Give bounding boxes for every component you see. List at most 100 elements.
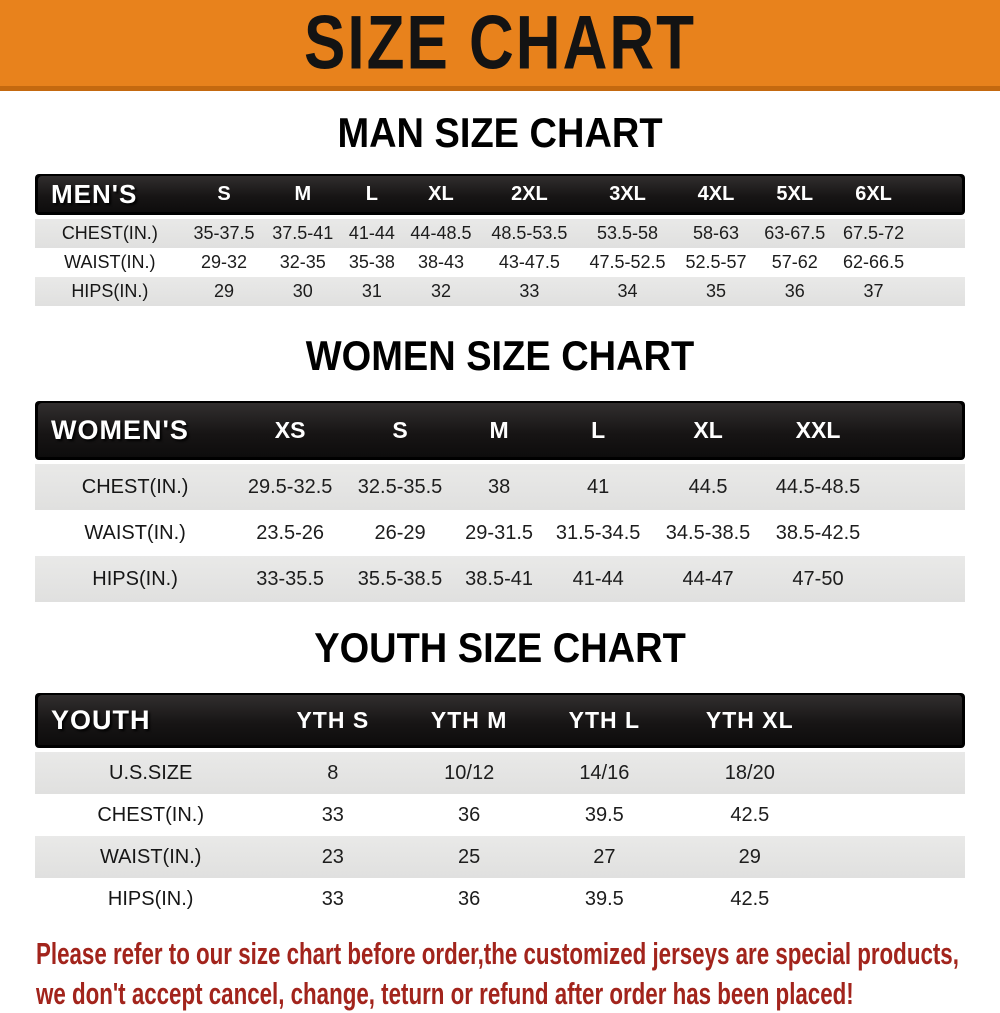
measure-value: 34.5-38.5 [653, 510, 764, 556]
men-waist-row: WAIST(IN.) 29-32 32-35 35-38 38-43 43-47… [35, 248, 965, 277]
youth-chest-row: CHEST(IN.) 33 36 39.5 42.5 [35, 794, 965, 836]
measure-value: 47.5-52.5 [578, 248, 677, 277]
measure-value: 57-62 [755, 248, 835, 277]
measure-value: 26-29 [345, 510, 455, 556]
measure-value: 31 [342, 277, 402, 306]
men-header-row: MEN'S S M L XL 2XL 3XL 4XL 5XL 6XL [35, 174, 965, 215]
youth-size-header-s: YTH S [266, 693, 400, 748]
row-filler [873, 460, 965, 510]
measure-value: 62-66.5 [834, 248, 913, 277]
measure-value: 23.5-26 [235, 510, 346, 556]
row-filler [873, 510, 965, 556]
men-size-header-xl: XL [401, 174, 481, 215]
measure-value: 32.5-35.5 [345, 460, 455, 510]
measure-value: 35.5-38.5 [345, 556, 455, 602]
women-size-header-s: S [345, 401, 455, 460]
measure-value: 18/20 [669, 748, 830, 794]
youth-section-heading: YOUTH SIZE CHART [314, 625, 686, 673]
measure-value: 38-43 [401, 248, 481, 277]
women-size-header-xl: XL [653, 401, 764, 460]
row-filler [873, 556, 965, 602]
measure-value: 35-37.5 [184, 215, 264, 248]
youth-size-table-wrap: YOUTH YTH S YTH M YTH L YTH XL U.S.SIZE … [0, 693, 1000, 920]
measure-value: 39.5 [539, 794, 670, 836]
banner-title: SIZE CHART [304, 0, 696, 86]
measure-label: CHEST(IN.) [35, 215, 185, 248]
measure-value: 38.5-42.5 [763, 510, 873, 556]
men-size-header-4xl: 4XL [676, 174, 756, 215]
women-size-table-wrap: WOMEN'S XS S M L XL XXL CHEST(IN.) 29.5-… [0, 401, 1000, 602]
measure-label: WAIST(IN.) [35, 248, 185, 277]
youth-size-header-l: YTH L [539, 693, 670, 748]
women-waist-row: WAIST(IN.) 23.5-26 26-29 29-31.5 31.5-34… [35, 510, 965, 556]
men-size-header-6xl: 6XL [834, 174, 913, 215]
measure-value: 8 [266, 748, 400, 794]
youth-hips-row: HIPS(IN.) 33 36 39.5 42.5 [35, 878, 965, 920]
measure-value: 44-48.5 [401, 215, 481, 248]
measure-value: 47-50 [763, 556, 873, 602]
measure-value: 36 [755, 277, 835, 306]
women-size-header-xs: XS [235, 401, 346, 460]
measure-value: 42.5 [669, 794, 830, 836]
disclaimer-line-2: we don't accept cancel, change, teturn o… [36, 975, 854, 1011]
women-chest-row: CHEST(IN.) 29.5-32.5 32.5-35.5 38 41 44.… [35, 460, 965, 510]
measure-value: 43-47.5 [480, 248, 579, 277]
women-size-header-m: M [454, 401, 544, 460]
men-size-header-m: M [263, 174, 343, 215]
measure-value: 38 [454, 460, 544, 510]
youth-size-header-m: YTH M [399, 693, 540, 748]
measure-value: 44.5 [653, 460, 764, 510]
measure-value: 67.5-72 [834, 215, 913, 248]
measure-value: 53.5-58 [578, 215, 677, 248]
measure-value: 36 [399, 878, 540, 920]
men-section-heading: MAN SIZE CHART [337, 110, 663, 158]
women-section-heading: WOMEN SIZE CHART [305, 333, 695, 381]
youth-ussize-row: U.S.SIZE 8 10/12 14/16 18/20 [35, 748, 965, 794]
measure-value: 52.5-57 [676, 248, 756, 277]
youth-size-table: YOUTH YTH S YTH M YTH L YTH XL U.S.SIZE … [35, 693, 965, 920]
measure-label: HIPS(IN.) [35, 556, 236, 602]
measure-value: 29-32 [184, 248, 264, 277]
measure-value: 29-31.5 [454, 510, 544, 556]
women-size-header-xxl: XXL [763, 401, 873, 460]
measure-value: 35 [676, 277, 756, 306]
measure-value: 37 [834, 277, 913, 306]
size-chart-banner: SIZE CHART [0, 0, 1000, 91]
row-filler [913, 277, 965, 306]
men-size-header-s: S [184, 174, 264, 215]
measure-label: CHEST(IN.) [35, 794, 267, 836]
measure-value: 25 [399, 836, 540, 878]
measure-label: WAIST(IN.) [35, 510, 236, 556]
measure-label: HIPS(IN.) [35, 277, 185, 306]
measure-value: 27 [539, 836, 670, 878]
measure-label: CHEST(IN.) [35, 460, 236, 510]
measure-value: 29.5-32.5 [235, 460, 346, 510]
men-size-header-5xl: 5XL [755, 174, 835, 215]
men-chest-row: CHEST(IN.) 35-37.5 37.5-41 41-44 44-48.5… [35, 215, 965, 248]
measure-value: 42.5 [669, 878, 830, 920]
row-filler [830, 794, 965, 836]
measure-value: 63-67.5 [755, 215, 835, 248]
measure-label: WAIST(IN.) [35, 836, 267, 878]
men-size-table-wrap: MEN'S S M L XL 2XL 3XL 4XL 5XL 6XL CHEST… [0, 174, 1000, 306]
measure-value: 14/16 [539, 748, 670, 794]
measure-value: 35-38 [342, 248, 402, 277]
measure-value: 29 [669, 836, 830, 878]
measure-value: 41-44 [342, 215, 402, 248]
row-filler [830, 878, 965, 920]
women-size-header-l: L [543, 401, 654, 460]
row-filler [830, 836, 965, 878]
measure-value: 33 [266, 878, 400, 920]
measure-value: 31.5-34.5 [543, 510, 654, 556]
men-group-label: MEN'S [35, 174, 185, 215]
measure-value: 23 [266, 836, 400, 878]
men-size-table: MEN'S S M L XL 2XL 3XL 4XL 5XL 6XL CHEST… [35, 174, 965, 306]
youth-header-filler [830, 693, 965, 748]
youth-group-label: YOUTH [35, 693, 267, 748]
youth-waist-row: WAIST(IN.) 23 25 27 29 [35, 836, 965, 878]
men-header-filler [913, 174, 965, 215]
measure-label: HIPS(IN.) [35, 878, 267, 920]
measure-value: 38.5-41 [454, 556, 544, 602]
measure-value: 39.5 [539, 878, 670, 920]
measure-value: 33 [480, 277, 579, 306]
